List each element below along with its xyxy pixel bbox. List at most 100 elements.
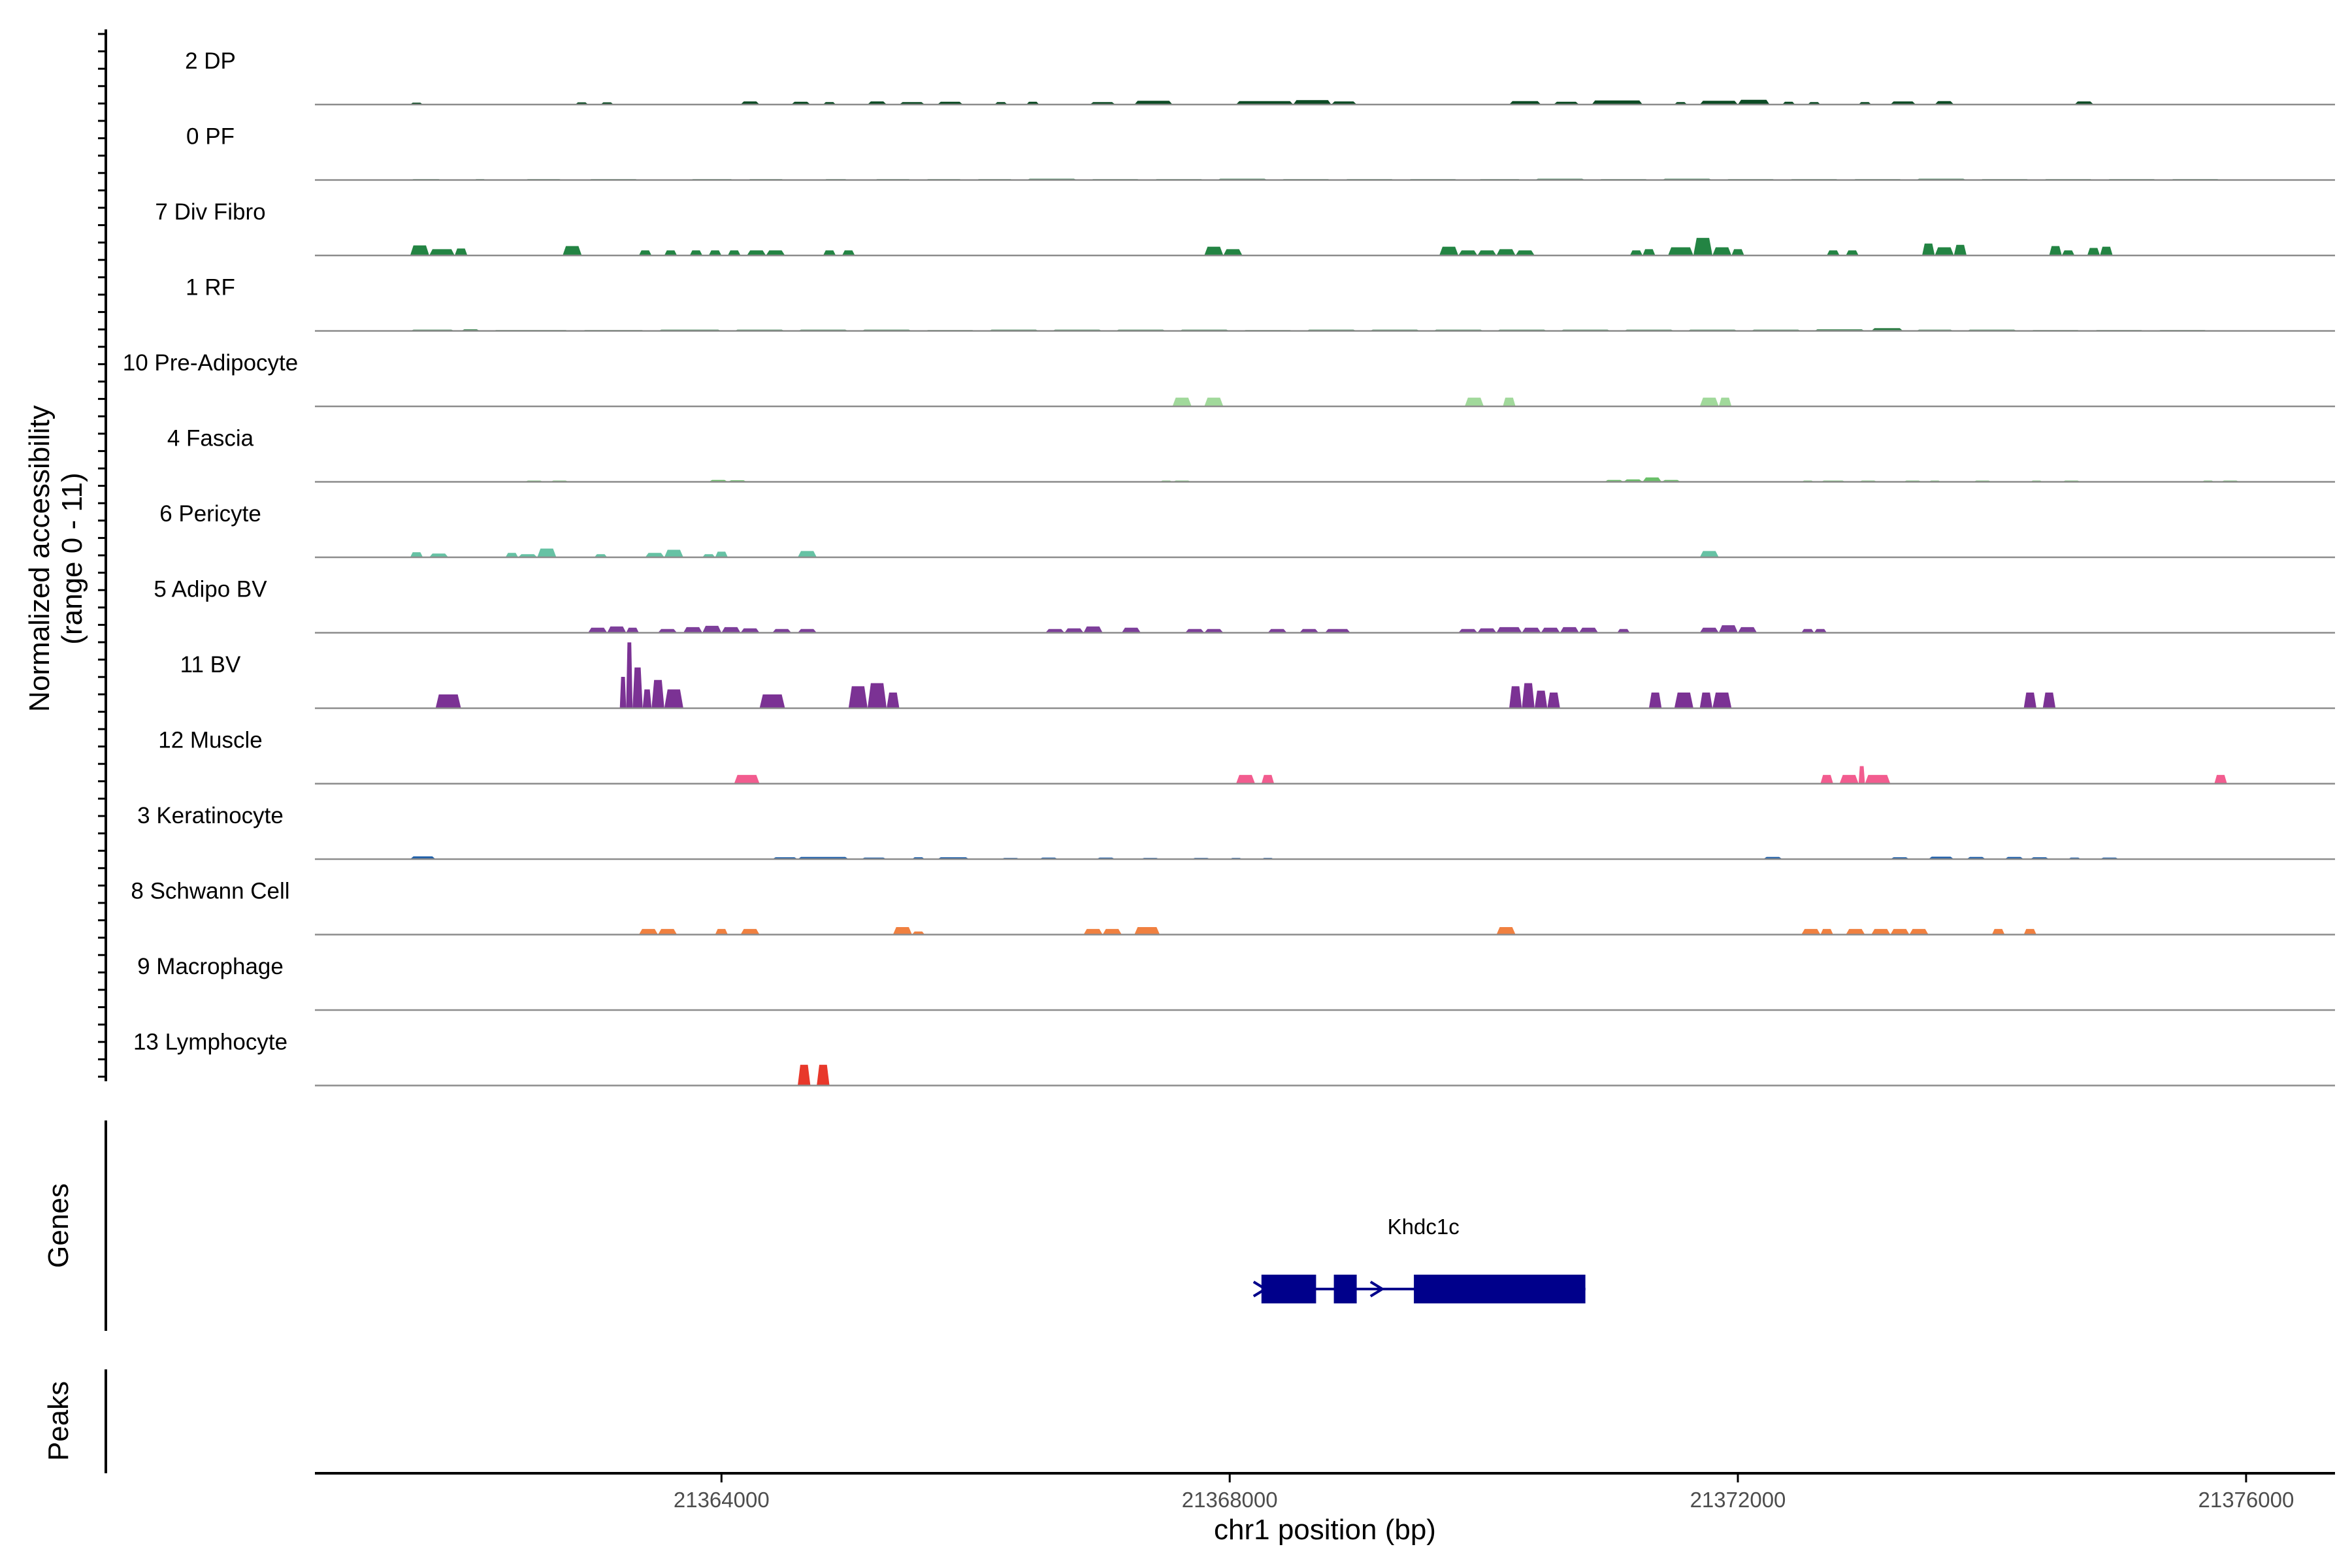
track-13: 13 Lymphocyte [133,1030,2335,1086]
track-label: 12 Muscle [158,728,263,753]
gene-exon [1333,1275,1357,1303]
coverage-peak [2214,775,2227,784]
coverage-peak [1464,397,1484,406]
track-label: 1 RF [186,275,235,301]
y-axis-title-line1: Normalized accessibility [24,405,56,711]
track-label: 5 Adipo BV [154,577,267,602]
x-tick-label: 21372000 [1690,1488,1786,1512]
coverage-peak [892,927,912,935]
coverage-peak [1648,693,1662,708]
track-6: 6 Pericyte [159,501,2335,559]
coverage-peak [2087,248,2100,255]
coverage-peak [798,629,817,633]
coverage-peak [1261,775,1275,784]
coverage-peak [1496,927,1516,935]
coverage-peak [2023,693,2036,708]
strand-arrow-icon [1252,1281,1268,1298]
coverage-peak [1820,928,1833,935]
gene-exon [1261,1275,1316,1303]
coverage-peak [1458,629,1478,633]
coverage-peak [2049,246,2062,255]
track-label: 8 Schwann Cell [131,879,289,904]
coverage-peak [1827,250,1840,255]
coverage-peak [721,627,741,633]
coverage-peak [505,553,519,557]
coverage-peak [664,250,678,255]
track-label: 0 PF [186,124,235,150]
coverage-peak [626,627,639,633]
coverage-peak [1325,629,1350,633]
genes-panel-label: Genes [42,1183,74,1268]
coverage-peak [1064,628,1084,633]
coverage-peak [1592,100,1643,105]
track-8: 11 BV [180,642,2335,710]
coverage-peak [651,679,664,708]
coverage-peak [1496,249,1516,255]
y-axis-title: Normalized accessibility (range 0 - 11) [24,405,88,711]
coverage-peak [607,626,627,633]
coverage-peak [728,250,741,255]
coverage-peak [1668,247,1693,255]
x-tick-label: 21364000 [674,1488,770,1512]
coverage-peak [2100,246,2113,255]
coverage-peak [1204,629,1224,633]
coverage-peak [842,250,855,255]
coverage-peak [1083,626,1103,633]
track-label: 9 Macrophage [137,954,284,979]
coverage-peak [683,627,703,633]
coverage-peak [772,629,792,633]
track-2: 7 Div Fibro [155,199,2335,257]
coverage-peak [887,693,900,708]
coverage-peak [867,683,887,708]
coverage-peak [1731,249,1744,255]
coverage-peak [1909,928,1929,935]
coverage-peak [1458,250,1478,255]
coverage-peak [1578,627,1599,633]
coverage-peak [740,628,760,633]
coverage-peak [798,1064,811,1086]
y-axis-ticks [98,33,106,1078]
coverage-peak [588,627,608,633]
coverage-peak [410,552,423,557]
coverage-peak [702,625,722,633]
coverage-peak [1629,250,1643,255]
coverage-peak [1953,244,1967,255]
coverage-peak [1547,693,1560,708]
coverage-peak [1477,628,1497,633]
coverage-peak [1235,101,1294,105]
coverage-peak [766,250,785,255]
coverage-peak [1102,928,1122,935]
coverage-peak [410,245,429,255]
track-label: 11 BV [180,652,241,678]
coverage-peak [1204,246,1224,255]
coverage-peak [1699,693,1713,708]
coverage-peak [759,694,785,708]
coverage-peak [435,694,461,708]
coverage-peak [848,686,868,708]
coverage-peak [1674,693,1693,708]
coverage-peak [638,250,652,255]
coverage-peak [642,689,652,708]
track-label: 6 Pericyte [159,501,261,527]
coverage-peak [658,629,678,633]
coverage-peak [1509,686,1522,708]
track-1: 0 PF [186,124,2335,181]
coverage-peak [1223,249,1243,255]
coverage-peak [734,775,760,784]
coverage-peak [1477,250,1497,255]
coverage-peak [747,250,766,255]
coverage-peak [1185,629,1205,633]
coverage-peak [1083,928,1103,935]
coverage-peak [2042,693,2056,708]
coverage-peak [2023,928,2036,935]
coverage-peak [740,928,760,935]
coverage-peak [1642,249,1656,255]
coverage-peak [1045,629,1065,633]
gene-label: Khdc1c [1388,1215,1460,1239]
coverage-peak [2061,250,2075,255]
track-12: 9 Macrophage [137,954,2335,1011]
coverage-peak [454,248,468,255]
coverage-peak [1522,683,1535,708]
coverage-peak [1496,627,1522,633]
